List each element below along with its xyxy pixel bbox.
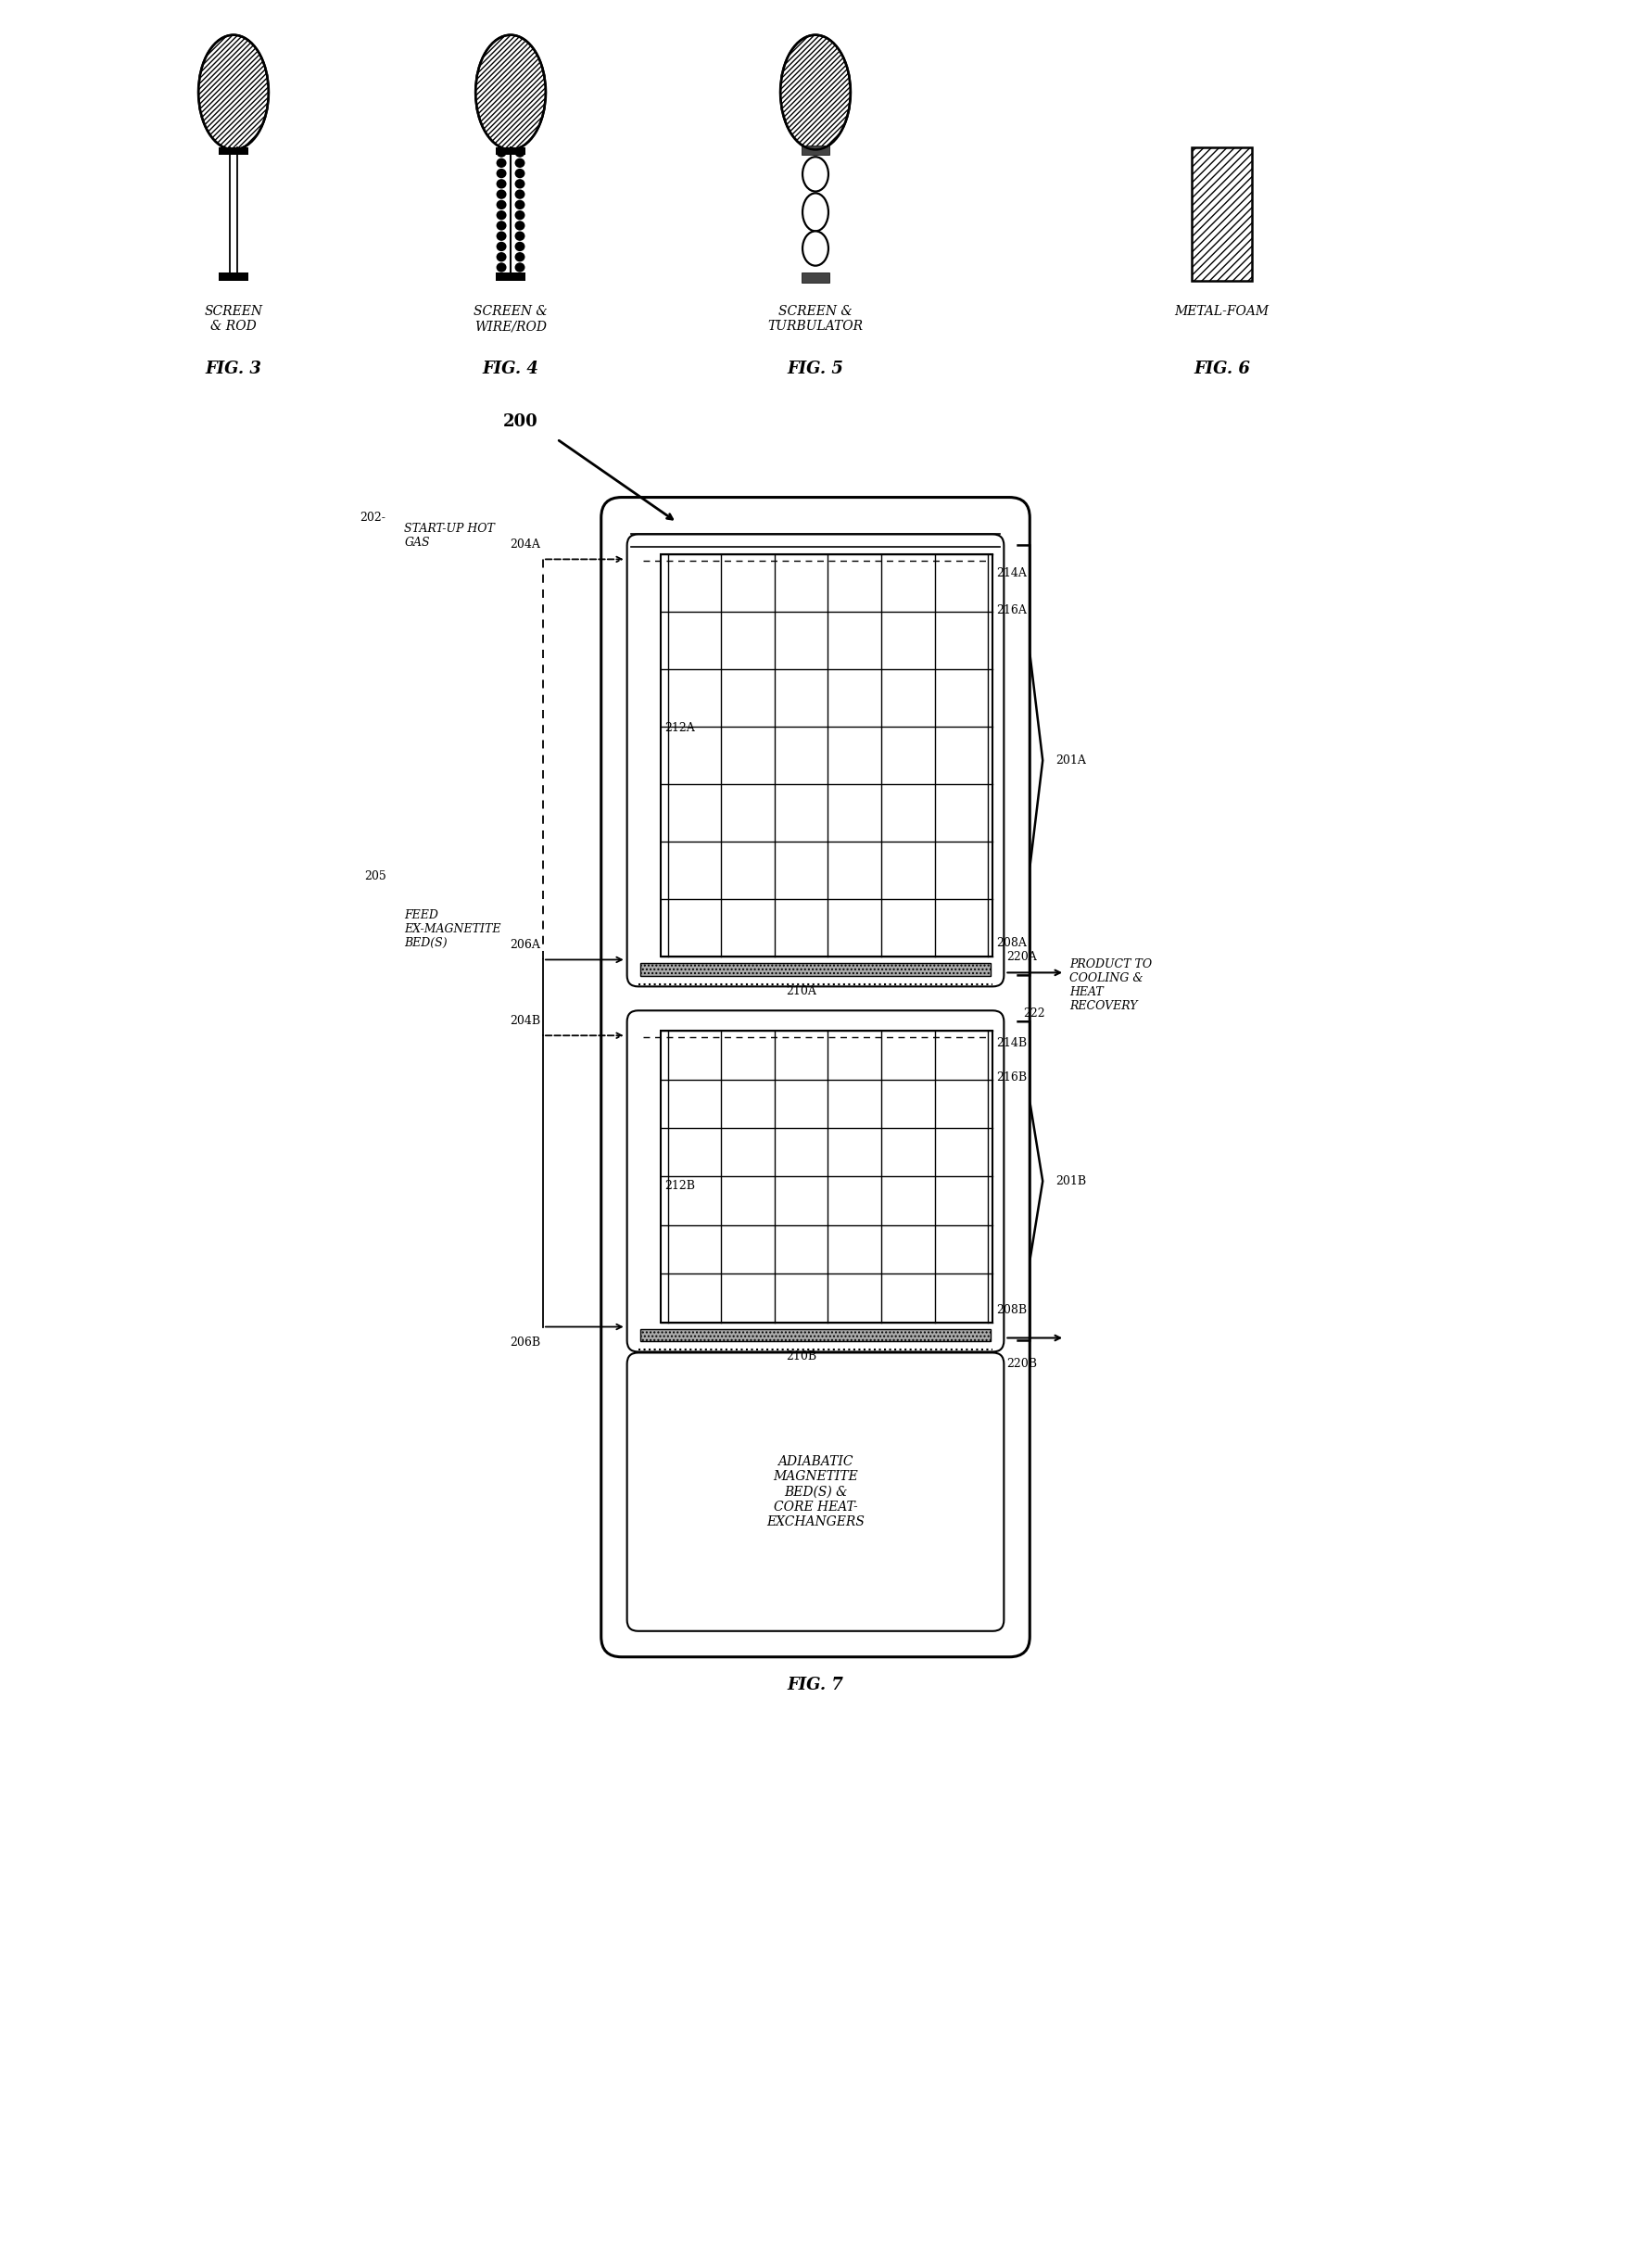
Text: METAL-FOAM: METAL-FOAM [1175,304,1270,318]
Text: 206B: 206B [510,1336,540,1347]
Ellipse shape [515,231,525,240]
Ellipse shape [515,147,525,156]
Bar [218,147,248,154]
Ellipse shape [802,193,828,231]
Bar [218,272,248,281]
Text: 208A: 208A [996,937,1027,948]
Ellipse shape [781,34,851,150]
Ellipse shape [496,168,507,179]
Ellipse shape [476,34,546,150]
Ellipse shape [496,191,507,200]
FancyBboxPatch shape [628,1012,1004,1352]
Ellipse shape [802,231,828,265]
Text: START-UP HOT
GAS: START-UP HOT GAS [404,522,496,549]
Ellipse shape [496,231,507,240]
Text: 214A: 214A [996,567,1027,578]
Ellipse shape [515,211,525,220]
Text: 210A: 210A [786,984,817,998]
Text: 204B: 204B [510,1016,540,1027]
Ellipse shape [515,159,525,168]
Ellipse shape [515,220,525,231]
Ellipse shape [515,252,525,261]
Text: 222: 222 [1024,1007,1045,1021]
Bar [496,272,525,281]
Text: 210B: 210B [786,1349,817,1363]
Text: 220A: 220A [1007,950,1037,964]
Text: 201B: 201B [1056,1175,1086,1186]
Ellipse shape [515,263,525,272]
Bar [496,147,525,154]
Bar [660,1032,993,1322]
FancyBboxPatch shape [601,497,1030,1658]
Bar [641,1329,991,1343]
Ellipse shape [496,263,507,272]
Bar [802,145,830,154]
FancyBboxPatch shape [628,1352,1004,1631]
Bar [660,556,993,957]
Ellipse shape [496,200,507,209]
Bar [641,964,991,975]
Text: 220B: 220B [1007,1359,1037,1370]
Ellipse shape [496,252,507,261]
Bar [802,272,830,281]
Text: FIG. 3: FIG. 3 [205,361,262,376]
Ellipse shape [515,168,525,179]
Ellipse shape [496,179,507,188]
Text: 206A: 206A [510,939,540,950]
Text: 212B: 212B [665,1179,696,1191]
Text: 214B: 214B [996,1036,1027,1048]
Bar [1192,147,1252,281]
Text: 216A: 216A [996,603,1027,617]
Text: SCREEN &
WIRE/ROD: SCREEN & WIRE/ROD [474,304,548,333]
Ellipse shape [515,200,525,209]
Ellipse shape [199,34,269,150]
Ellipse shape [802,156,828,191]
Ellipse shape [496,147,507,156]
Text: PRODUCT TO
COOLING &
HEAT
RECOVERY: PRODUCT TO COOLING & HEAT RECOVERY [1069,959,1152,1012]
Text: 201A: 201A [1056,755,1086,767]
Ellipse shape [496,211,507,220]
Text: 202-: 202- [360,513,386,524]
Text: FEED
EX-MAGNETITE
BED(S): FEED EX-MAGNETITE BED(S) [404,909,502,948]
Text: 200: 200 [504,413,538,431]
Ellipse shape [496,243,507,252]
Text: 204A: 204A [510,540,540,551]
Text: FIG. 4: FIG. 4 [482,361,540,376]
Text: 212A: 212A [665,721,696,735]
Ellipse shape [515,243,525,252]
Ellipse shape [496,159,507,168]
Text: FIG. 7: FIG. 7 [787,1676,844,1692]
Text: 205: 205 [363,871,386,882]
Text: SCREEN &
TURBULATOR: SCREEN & TURBULATOR [768,304,864,333]
Bar [1192,147,1252,281]
Text: FIG. 5: FIG. 5 [787,361,844,376]
Text: 208B: 208B [996,1304,1027,1315]
Text: SCREEN
& ROD: SCREEN & ROD [204,304,262,333]
Ellipse shape [515,191,525,200]
Ellipse shape [515,179,525,188]
Ellipse shape [496,220,507,231]
Text: FIG. 6: FIG. 6 [1193,361,1250,376]
Text: 216B: 216B [996,1070,1027,1084]
Text: ADIABATIC
MAGNETITE
BED(S) &
CORE HEAT-
EXCHANGERS: ADIABATIC MAGNETITE BED(S) & CORE HEAT- … [766,1456,864,1529]
FancyBboxPatch shape [628,535,1004,987]
